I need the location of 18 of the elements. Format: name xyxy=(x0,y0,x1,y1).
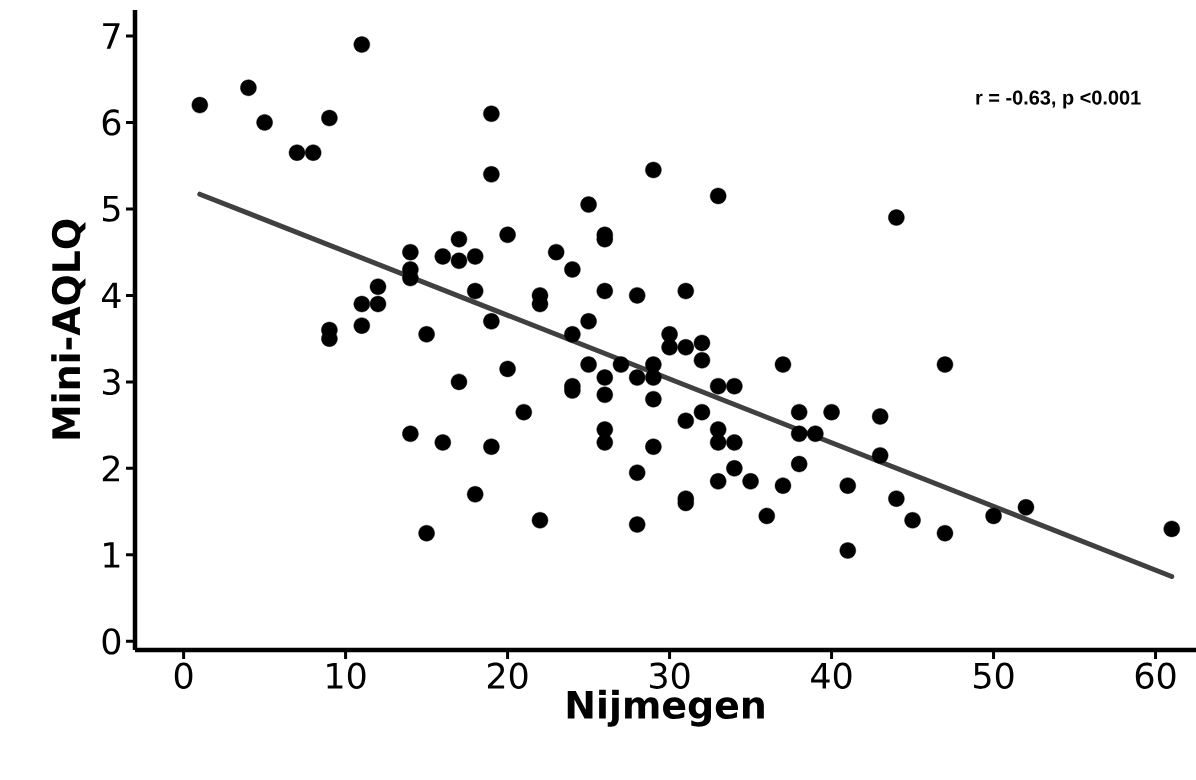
annotation: r = -0.63, p <0.001 xyxy=(976,90,1141,109)
x-tick-label: 60 xyxy=(1135,662,1176,689)
x-tick-label: 20 xyxy=(487,662,528,689)
x-axis-title: Nijmegen xyxy=(567,689,764,727)
x-tick-label: 0 xyxy=(174,662,193,689)
x-tick-label: 40 xyxy=(811,662,852,689)
x-tick-label: 30 xyxy=(650,662,690,689)
y-axis-title: Mini-AQLQ xyxy=(51,219,86,439)
y-tick-label: 2 xyxy=(102,455,120,482)
y-tick-label: 3 xyxy=(102,368,120,396)
x-tick-label: 10 xyxy=(327,662,366,689)
y-tick-label: 5 xyxy=(102,195,120,222)
x-tick-label: 50 xyxy=(974,662,1014,689)
y-tick-label: 1 xyxy=(104,542,120,568)
y-tick-label: 7 xyxy=(103,23,120,49)
y-tick-label: 4 xyxy=(102,282,121,309)
y-tick-label: 0 xyxy=(102,628,121,655)
y-tick-label: 6 xyxy=(102,109,121,136)
